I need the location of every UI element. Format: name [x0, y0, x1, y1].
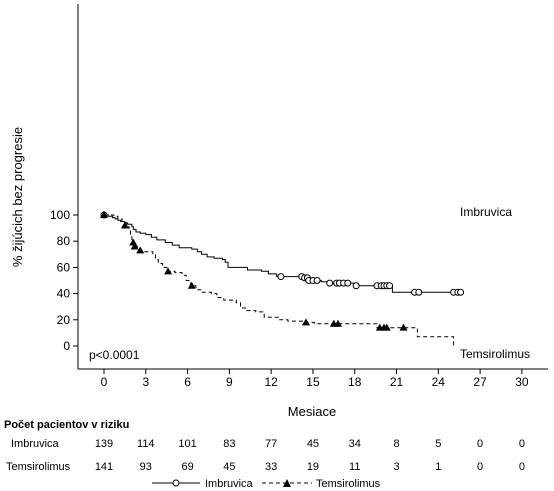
risk-value-temsirolimus: 0 — [519, 461, 525, 473]
risk-table-title: Počet pacientov v riziku — [4, 419, 129, 431]
y-tick-label: 0 — [63, 339, 70, 353]
risk-value-imbruvica: 0 — [519, 438, 525, 450]
legend-marker-imbruvica — [172, 479, 180, 487]
risk-value-imbruvica: 45 — [307, 438, 319, 450]
x-tick-label: 15 — [306, 375, 320, 389]
y-axis-label: % žijúcich bez progresie — [10, 127, 25, 267]
x-tick-label: 3 — [142, 375, 149, 389]
risk-value-temsirolimus: 3 — [393, 461, 399, 473]
censor-mark-temsirolimus — [136, 246, 145, 254]
risk-value-temsirolimus: 45 — [223, 461, 235, 473]
risk-value-temsirolimus: 93 — [140, 461, 152, 473]
x-tick-label: 18 — [348, 375, 362, 389]
risk-value-temsirolimus: 1 — [435, 461, 441, 473]
legend-label-imbruvica: Imbruvica — [205, 478, 254, 490]
risk-row-label-temsirolimus: Temsirolimus — [6, 461, 71, 473]
x-tick-label: 21 — [390, 375, 404, 389]
risk-value-temsirolimus: 11 — [349, 461, 360, 473]
risk-table-values: 139 114 101 83 77 45 34 8 5 0 0 141 93 69 45 33 19 11 3 1 0 0 — [95, 438, 525, 473]
risk-row-label-imbruvica: Imbruvica — [11, 438, 60, 450]
y-tick-label: 20 — [57, 313, 71, 327]
censor-mark-temsirolimus — [130, 242, 139, 250]
censor-mark-temsirolimus — [100, 211, 108, 218]
legend-marker-temsirolimus — [283, 479, 291, 487]
x-tick-label: 0 — [101, 375, 108, 389]
x-tick-label: 30 — [515, 375, 529, 389]
y-tick-label: 60 — [57, 260, 71, 274]
x-tick-label: 6 — [184, 375, 191, 389]
p-value-annotation: p<0.0001 — [89, 348, 140, 362]
risk-value-imbruvica: 83 — [223, 438, 235, 450]
risk-value-temsirolimus: 0 — [477, 461, 483, 473]
x-tick-label: 27 — [473, 375, 487, 389]
risk-value-imbruvica: 34 — [349, 438, 361, 450]
legend-label-temsirolimus: Temsirolimus — [316, 478, 381, 490]
plot-frame — [77, 4, 548, 370]
censor-mark-temsirolimus — [334, 319, 343, 327]
x-tick-label: 9 — [226, 375, 233, 389]
risk-value-imbruvica: 114 — [137, 438, 155, 450]
censor-mark-imbruvica — [352, 282, 360, 290]
y-tick-label: 80 — [57, 234, 71, 248]
censor-mark-temsirolimus — [301, 318, 310, 326]
x-axis-label: Mesiace — [288, 404, 336, 419]
series-line-temsirolimus — [104, 214, 455, 346]
risk-value-imbruvica: 101 — [178, 438, 196, 450]
series-end-label-imbruvica: Imbruvica — [460, 205, 512, 219]
series-end-label-temsirolimus: Temsirolimus — [460, 347, 530, 361]
risk-value-temsirolimus: 19 — [307, 461, 319, 473]
censor-mark-temsirolimus — [129, 238, 138, 246]
censor-mark-temsirolimus — [399, 323, 408, 331]
risk-value-imbruvica: 139 — [95, 438, 113, 450]
censor-mark-imbruvica — [386, 282, 394, 290]
series-line-imbruvica — [104, 214, 462, 293]
y-tick-label: 40 — [57, 287, 71, 301]
series-lines — [104, 214, 462, 346]
x-tick-label: 24 — [432, 375, 446, 389]
censor-mark-temsirolimus — [164, 267, 173, 275]
legend: Imbruvica Temsirolimus — [152, 478, 381, 490]
risk-value-temsirolimus: 141 — [95, 461, 113, 473]
censor-mark-imbruvica — [344, 279, 352, 287]
censor-mark-imbruvica — [326, 279, 334, 287]
risk-value-imbruvica: 0 — [477, 438, 483, 450]
x-tick-label: 12 — [264, 375, 278, 389]
censor-mark-imbruvica — [457, 288, 465, 296]
y-tick-label: 100 — [50, 208, 70, 222]
censor-marks — [100, 211, 465, 331]
risk-value-imbruvica: 8 — [393, 438, 399, 450]
censor-mark-imbruvica — [277, 273, 285, 281]
censor-mark-temsirolimus — [382, 323, 391, 331]
censor-mark-imbruvica — [415, 288, 423, 296]
axis-ticks: 0 20 40 60 80 100 0 3 6 9 12 15 18 21 24 27 30 — [50, 208, 529, 389]
censor-mark-temsirolimus — [187, 281, 196, 289]
risk-value-imbruvica: 77 — [265, 438, 277, 450]
censor-mark-temsirolimus — [120, 221, 129, 229]
risk-value-temsirolimus: 69 — [181, 461, 193, 473]
censor-mark-imbruvica — [313, 277, 321, 284]
risk-value-imbruvica: 5 — [435, 438, 441, 450]
risk-value-temsirolimus: 33 — [265, 461, 277, 473]
